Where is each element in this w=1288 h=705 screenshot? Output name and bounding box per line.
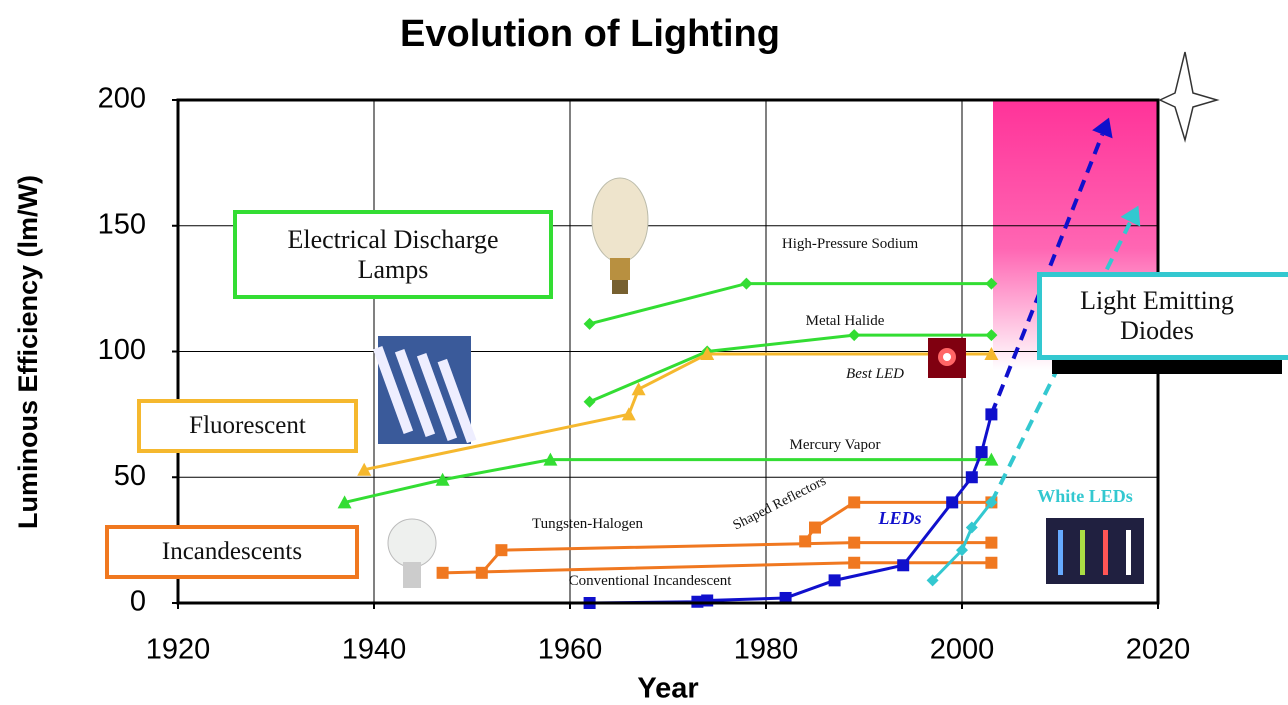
series-line [482,543,992,573]
point [584,318,596,330]
annotation: LEDs [855,508,945,529]
annotation: White LEDs [1010,486,1160,507]
point [946,496,958,508]
y-axis-label: Luminous Efficiency (lm/W) [13,175,43,529]
annotation: High-Pressure Sodium [780,236,920,253]
point [799,535,811,547]
x-tick-label: 2000 [930,634,995,666]
annotation: Tungsten-Halogen [490,516,685,533]
star [1160,52,1217,140]
y-tick-label: 200 [98,83,146,115]
point [848,329,860,341]
box-shadow [1052,358,1282,374]
y-tick-label: 150 [98,208,146,240]
category-box: Fluorescent [137,399,358,453]
point [897,559,909,571]
page: Evolution of Lighting Year Luminous Effi… [0,0,1288,705]
category-box: Incandescents [105,525,359,579]
x-tick-label: 1960 [538,634,603,666]
point [966,471,978,483]
y-tick-label: 0 [130,586,146,618]
point [701,594,713,606]
annotation: Metal Halide [770,313,920,330]
point [437,567,449,579]
point [985,557,997,569]
point [848,537,860,549]
x-tick-label: 1980 [734,634,799,666]
x-axis-label: Year [637,673,698,705]
category-box: Light Emitting Diodes [1037,272,1288,360]
chart-title: Evolution of Lighting [400,13,780,55]
point [740,278,752,290]
fluorescent-photo [373,336,476,444]
point [848,557,860,569]
point [584,396,596,408]
point [848,496,860,508]
point [495,544,507,556]
annotation: Mercury Vapor [750,437,920,454]
x-tick-label: 1940 [342,634,407,666]
annotation: Best LED [820,366,930,383]
point [809,522,821,534]
white-led-photo [1046,518,1144,584]
point [985,537,997,549]
y-tick-label: 100 [98,334,146,366]
bulb-photo [388,519,436,588]
x-tick-label: 2020 [1126,634,1191,666]
category-box: Electrical Discharge Lamps [233,210,553,299]
best-led-photo [928,338,966,378]
hid-lamp-photo [592,178,648,294]
point [985,408,997,420]
x-tick-label: 1920 [146,634,211,666]
y-tick-label: 50 [114,460,146,492]
point [976,446,988,458]
point [829,574,841,586]
annotation: Conventional Incandescent [525,573,775,590]
